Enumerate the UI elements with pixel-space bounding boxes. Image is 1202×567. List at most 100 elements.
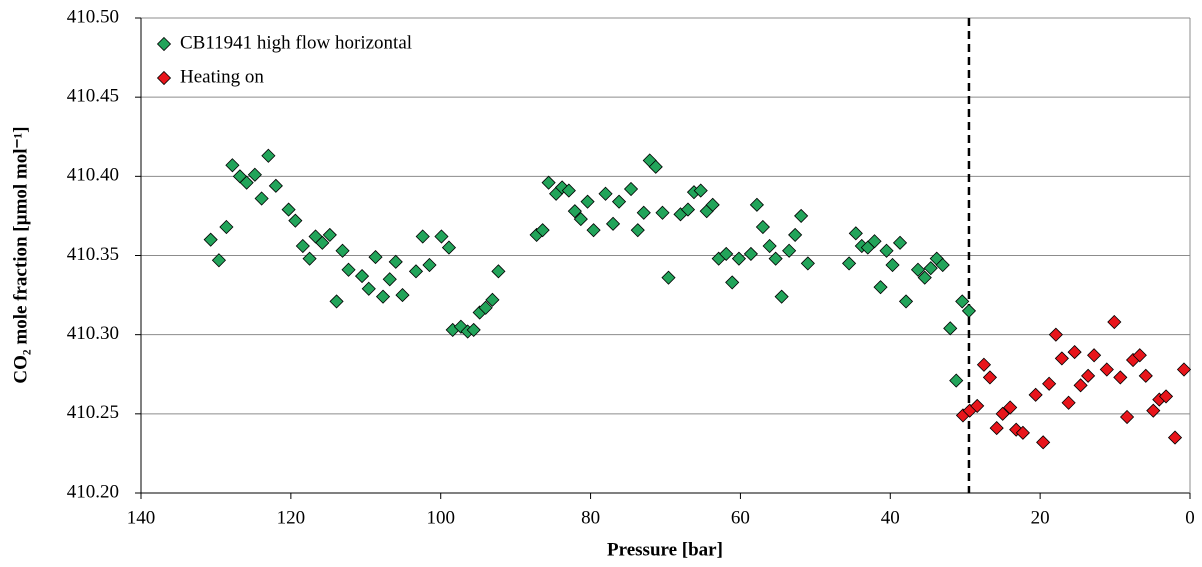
scatter-point — [254, 191, 269, 206]
scatter-point — [842, 256, 857, 271]
scatter-point — [441, 240, 457, 255]
scatter-point — [335, 243, 350, 258]
scatter-point — [1158, 389, 1174, 404]
scatter-point — [422, 257, 437, 273]
scatter-point — [755, 219, 770, 235]
scatter-point — [636, 205, 651, 220]
scatter-point — [788, 227, 803, 242]
scatter-point — [943, 321, 958, 336]
legend-marker — [156, 70, 172, 86]
y-axis-title: CO₂ mole fraction [µmol mol⁻¹] — [10, 126, 31, 383]
scatter-point — [573, 212, 588, 227]
scatter-point — [1067, 345, 1082, 360]
scatter-point — [1107, 314, 1122, 330]
scatter-point — [567, 204, 582, 219]
y-tick-label: 410.45 — [67, 86, 119, 107]
y-tick-label: 410.40 — [67, 165, 119, 186]
scatter-point — [580, 194, 595, 209]
scatter-point — [491, 264, 506, 279]
scatter-point — [1146, 403, 1161, 418]
scatter-point — [295, 238, 310, 254]
scatter-point — [541, 175, 556, 190]
scatter-point — [261, 148, 276, 163]
scatter-point — [415, 229, 430, 244]
x-tick-label: 60 — [731, 507, 750, 528]
scatter-point — [354, 269, 370, 284]
scatter-point — [361, 281, 376, 296]
scatter-point — [693, 183, 708, 198]
scatter-point — [1113, 370, 1128, 385]
scatter-point — [725, 275, 740, 290]
x-axis-title: Pressure [bar] — [607, 539, 723, 560]
x-tick-label: 0 — [1185, 507, 1195, 528]
x-tick-label: 40 — [881, 507, 900, 528]
x-tick-label: 140 — [127, 507, 156, 528]
scatter-point — [329, 294, 344, 309]
scatter-point — [989, 421, 1004, 436]
scatter-point — [648, 159, 663, 174]
scatter-point — [485, 292, 500, 307]
scatter-point — [388, 254, 403, 269]
scatter-point — [1087, 348, 1102, 363]
scatter-point — [1132, 348, 1147, 363]
scatter-point — [395, 288, 410, 303]
scatter-point — [408, 264, 424, 279]
scatter-point — [1042, 376, 1057, 391]
x-tick-label: 80 — [581, 507, 600, 528]
scatter-point — [598, 186, 613, 201]
scatter-point — [247, 167, 262, 182]
scatter-point — [873, 280, 888, 295]
scatter-point — [219, 219, 234, 235]
scatter-point — [892, 235, 908, 250]
scatter-point — [341, 262, 356, 277]
scatter-point — [239, 175, 254, 190]
scatter-point — [466, 322, 481, 337]
scatter-point — [1054, 351, 1069, 366]
scatter-point — [478, 300, 493, 315]
scatter-point — [1036, 435, 1051, 450]
scatter-point — [605, 216, 621, 231]
x-tick-label: 120 — [277, 507, 306, 528]
scatter-point — [1167, 430, 1183, 445]
scatter-point — [203, 232, 218, 247]
scatter-point — [586, 223, 601, 238]
scatter-point — [800, 256, 815, 271]
scatter-point — [1061, 395, 1076, 410]
x-tick-label: 100 — [426, 507, 455, 528]
scatter-point — [1015, 425, 1030, 440]
scatter-point — [731, 251, 746, 266]
scatter-point — [955, 294, 970, 309]
y-tick-label: 410.50 — [67, 6, 119, 27]
y-tick-label: 410.30 — [67, 323, 119, 344]
y-tick-label: 410.25 — [67, 402, 119, 423]
scatter-point — [898, 294, 914, 309]
y-tick-label: 410.35 — [67, 244, 119, 265]
scatter-point — [268, 178, 283, 193]
scatter-point — [970, 398, 985, 413]
scatter-point — [630, 223, 645, 238]
scatter-point — [368, 250, 383, 265]
scatter-point — [661, 270, 676, 285]
scatter-point — [1009, 422, 1024, 437]
scatter-point — [322, 227, 337, 242]
scatter-point — [961, 303, 977, 318]
scatter-point — [315, 235, 330, 250]
scatter-point — [995, 406, 1010, 421]
scatter-point — [1138, 368, 1153, 383]
scatter-point — [719, 246, 734, 261]
scatter-point — [288, 213, 303, 228]
scatter-point — [782, 243, 797, 258]
scatter-point — [382, 272, 397, 287]
scatter-point — [281, 202, 296, 217]
scatter-point — [302, 251, 317, 266]
x-tick-label: 20 — [1031, 507, 1050, 528]
scatter-point — [949, 373, 964, 388]
scatter-point — [935, 257, 950, 273]
scatter-point — [225, 158, 240, 173]
legend-marker — [156, 36, 172, 52]
scatter-point — [1081, 368, 1096, 383]
scatter-point — [885, 257, 900, 273]
scatter-point — [982, 370, 998, 385]
scatter-point — [910, 262, 926, 277]
